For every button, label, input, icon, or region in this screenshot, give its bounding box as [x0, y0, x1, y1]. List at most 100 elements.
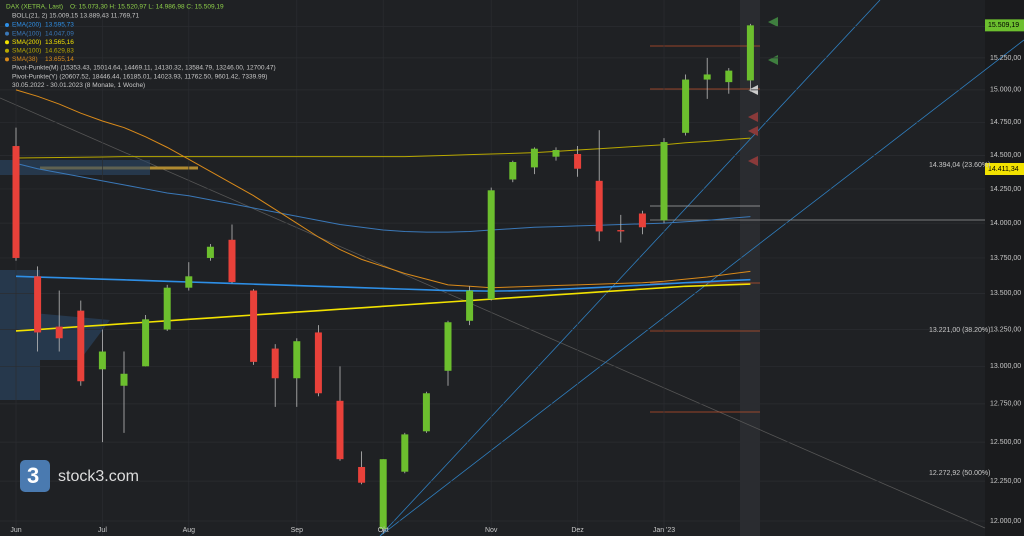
- candle-body: [595, 180, 603, 232]
- legend-swatch: [5, 31, 9, 36]
- candle-body: [530, 148, 538, 168]
- indicator-label: Pivot-Punkte(Y) (20607.52, 18446.44, 161…: [12, 73, 267, 80]
- legend-value: 13.655,14: [45, 56, 74, 63]
- y-tick-label: 12.750,00: [990, 401, 1021, 408]
- trendline: [379, 39, 1024, 536]
- legend-swatch: [5, 40, 9, 45]
- chart-title: DAX (XETRA, Last): [6, 4, 63, 11]
- legend-value: 14.047,09: [45, 30, 74, 37]
- x-tick-label: Aug: [183, 527, 196, 534]
- x-tick-label: Nov: [485, 527, 498, 534]
- legend-label: EMA(100): [12, 30, 41, 37]
- marker-label: 14.411,34: [988, 166, 1019, 173]
- y-tick-label: 14.750,00: [990, 119, 1021, 126]
- legend-label: SMA(200): [12, 39, 41, 46]
- candle-body: [271, 348, 279, 379]
- header: DAX (XETRA, Last) O: 15.073,30 H: 15.520…: [6, 4, 224, 20]
- candle-body: [552, 150, 560, 157]
- indicator-label: BOLL(21, 2) 15.009,15 13.889,43 11.769,7…: [12, 13, 139, 20]
- axis-panel: [985, 0, 1024, 536]
- candle-body: [379, 459, 387, 530]
- logo-glyph: 3: [27, 463, 39, 488]
- candle-body: [120, 373, 128, 386]
- ma-line: [15, 137, 751, 159]
- arrow: [768, 55, 778, 65]
- y-tick-label: 13.750,00: [990, 255, 1021, 262]
- candle-body: [725, 70, 733, 83]
- candle-body: [509, 162, 517, 180]
- indicator-label: 30.05.2022 - 30.01.2023 (8 Monate, 1 Woc…: [12, 82, 145, 89]
- x-tick-label: Okt: [378, 527, 389, 534]
- indicator-label: Pivot-Punkte(M) (15353.43, 15014.64, 144…: [12, 65, 276, 72]
- candle-body: [185, 276, 193, 288]
- marks: [0, 0, 985, 536]
- candle-body: [574, 154, 582, 169]
- y-tick-label: 13.250,00: [990, 326, 1021, 333]
- candle-body: [34, 276, 42, 333]
- legend-value: 13.595,73: [45, 22, 74, 29]
- candle-body: [617, 230, 625, 232]
- candle-body: [703, 74, 711, 80]
- y-tick-label: 13.500,00: [990, 290, 1021, 297]
- candle-body: [228, 239, 236, 282]
- ma-line: [15, 162, 751, 233]
- arrow: [768, 17, 778, 27]
- candle-body: [142, 319, 150, 367]
- candle-body: [422, 393, 430, 432]
- ma-line: [15, 283, 751, 332]
- y-tick-label: 14.250,00: [990, 186, 1021, 193]
- price-box: [985, 19, 1024, 32]
- watermark: 3 stock3.com: [20, 460, 139, 492]
- candle-body: [682, 79, 690, 133]
- candle-body: [336, 400, 344, 460]
- legend-swatch: [5, 57, 9, 62]
- fib-label: 12.272,92 (50.00%): [929, 470, 991, 477]
- candle-body: [12, 146, 20, 258]
- logo-icon: [20, 460, 50, 492]
- candle-body: [660, 142, 668, 221]
- candle-body: [638, 213, 646, 228]
- y-tick-label: 14.000,00: [990, 220, 1021, 227]
- arrow: [748, 156, 758, 166]
- y-tick-label: 15.250,00: [990, 55, 1021, 62]
- y-tick-label: 14.500,00: [990, 152, 1021, 159]
- fib-label: 14.394,04 (23.60%): [929, 162, 991, 169]
- x-tick-label: Jul: [98, 527, 107, 534]
- legend-swatch: [5, 23, 9, 27]
- x-tick-label: Sep: [291, 527, 304, 534]
- x-tick-label: Dez: [571, 527, 584, 534]
- candle-body: [358, 466, 366, 483]
- y-tick-label: 15.000,00: [990, 87, 1021, 94]
- candle-body: [444, 322, 452, 371]
- trendline: [379, 0, 881, 536]
- logo-text: stock3.com: [58, 468, 139, 485]
- y-tick-label: 12.000,00: [990, 518, 1021, 525]
- arrow: [748, 112, 758, 122]
- legend-label: EMA(200): [12, 22, 41, 29]
- legend-value: 14.629,83: [45, 48, 74, 55]
- y-tick-label: 12.500,00: [990, 439, 1021, 446]
- candle-body: [77, 310, 85, 382]
- arrow: [748, 126, 758, 136]
- trendline: [0, 97, 986, 529]
- legend-swatch: [5, 48, 9, 53]
- candle-body: [487, 190, 495, 300]
- candle-body: [401, 434, 409, 472]
- fib-label: 13.221,00 (38.20%): [929, 327, 991, 334]
- legend-label: SMA(100): [12, 48, 41, 55]
- x-tick-label: Jun: [10, 527, 21, 534]
- legend-value: 13.565,16: [45, 39, 74, 46]
- x-tick-label: Jan '23: [653, 527, 675, 534]
- candle-body: [55, 326, 63, 339]
- price-label: 15.509,19: [988, 22, 1019, 29]
- candle-body: [163, 287, 171, 330]
- candle-body: [98, 351, 106, 370]
- marker-box: [985, 163, 1024, 175]
- candle-body: [293, 341, 301, 379]
- candle-body: [746, 25, 754, 81]
- candle-body: [250, 290, 258, 362]
- ma-line: [15, 275, 751, 292]
- y-tick-label: 13.000,00: [990, 363, 1021, 370]
